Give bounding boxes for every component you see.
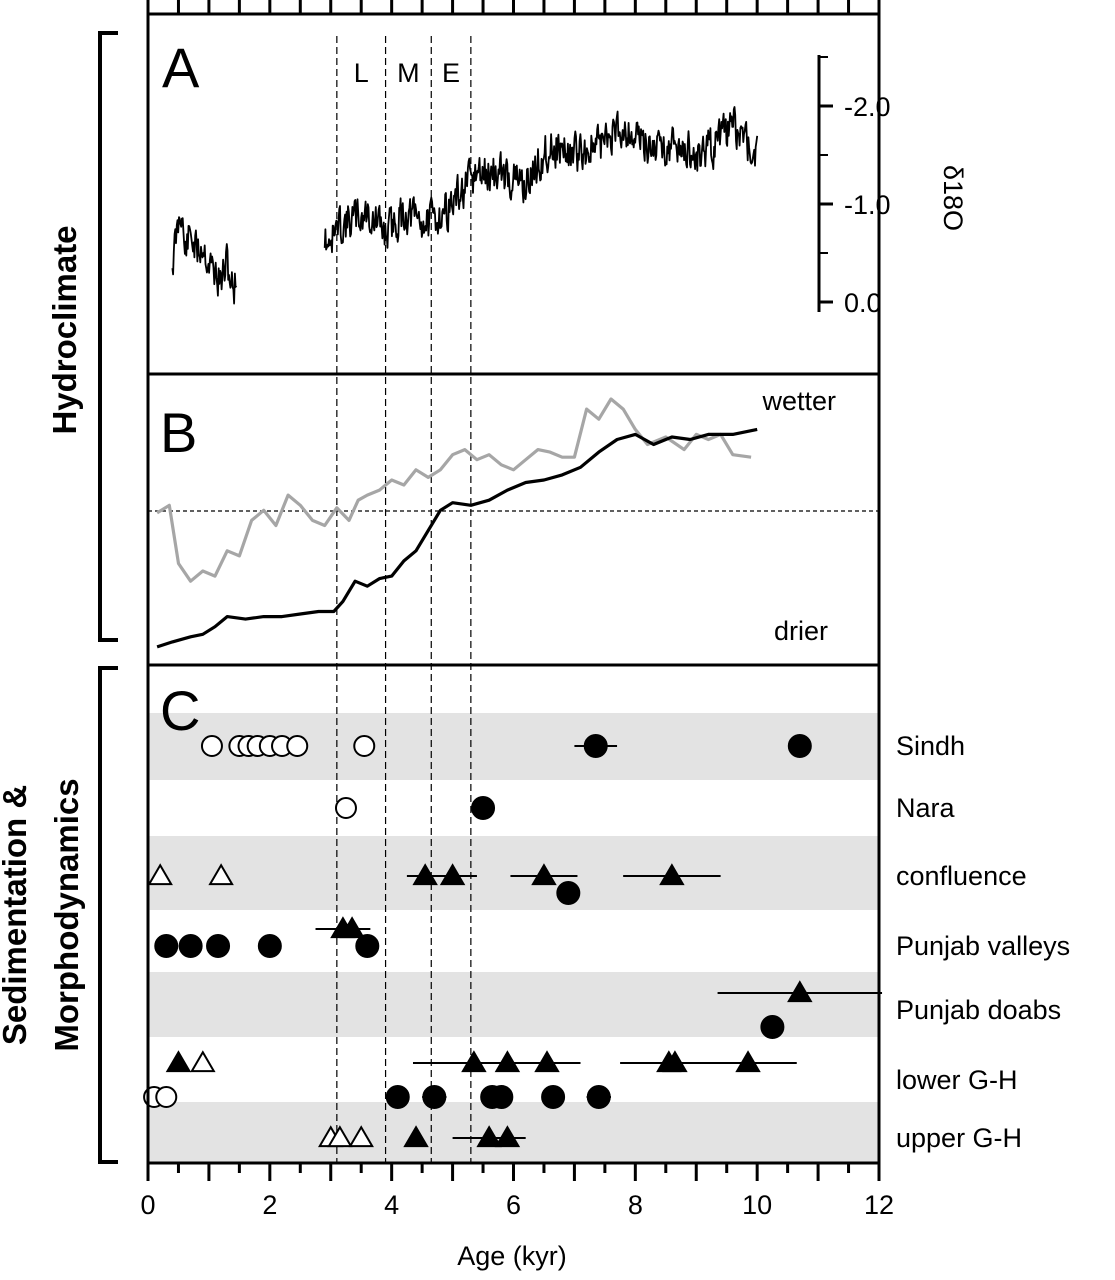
x-tick-label: 2 [262, 1190, 277, 1220]
sedimentation-label-line2: Morphodynamics [48, 778, 85, 1051]
filled-triangle-marker [735, 1050, 761, 1073]
x-tick-label: 8 [628, 1190, 643, 1220]
filled-circle-marker [787, 734, 812, 758]
filled-triangle-marker [787, 980, 813, 1003]
filled-triangle-marker [412, 863, 438, 886]
open-triangle-marker [147, 863, 173, 886]
open-circle-marker [155, 1086, 178, 1108]
delta-o18-tick-label: -1.0 [844, 190, 891, 220]
sedimentation-bracket [98, 666, 118, 1164]
phase-label: E [442, 58, 460, 88]
row-band [148, 1102, 879, 1163]
filled-circle-marker [206, 934, 231, 958]
open-circle-marker [200, 735, 223, 757]
filled-triangle-marker [534, 1050, 560, 1073]
filled-circle-marker [257, 934, 282, 958]
axes-layer [146, 0, 881, 1181]
data-layer [143, 106, 883, 1148]
hydroclimate-label: Hydroclimate [46, 225, 83, 434]
background-layer [148, 713, 879, 1163]
delta-o18-tick-label: 0.0 [844, 288, 882, 318]
filled-circle-marker [355, 934, 380, 958]
moisture-series-line [156, 427, 758, 649]
sedimentation-label-line1: Sedimentation & [0, 785, 33, 1045]
wetter-annotation: wetter [761, 386, 836, 416]
text-layer: A B C wetter drier Hydroclimate Sediment… [0, 36, 1070, 1271]
filled-triangle-marker [165, 1050, 192, 1073]
x-tick-label: 12 [864, 1190, 894, 1220]
filled-triangle-marker [659, 863, 685, 886]
filled-circle-marker [178, 934, 203, 958]
row-label: Punjab doabs [896, 995, 1061, 1025]
x-tick-label: 6 [506, 1190, 521, 1220]
row-label: Sindh [896, 731, 965, 761]
hydroclimate-bracket [98, 31, 118, 642]
filled-circle-marker [154, 934, 179, 958]
filled-circle-marker [760, 1015, 785, 1039]
panel-c-letter: C [160, 679, 200, 742]
filled-triangle-marker [461, 1050, 487, 1073]
delta-o18-series-line [171, 216, 238, 305]
delta-o18-axis-title: δ18O [938, 165, 968, 231]
x-axis-title: Age (kyr) [457, 1241, 567, 1271]
open-circle-marker [334, 797, 357, 819]
filled-circle-marker [471, 796, 496, 820]
filled-triangle-marker [439, 863, 466, 886]
filled-triangle-marker [339, 916, 365, 939]
x-tick-label: 0 [140, 1190, 155, 1220]
filled-circle-marker [385, 1085, 410, 1109]
row-label: Punjab valleys [896, 931, 1070, 961]
row-label: lower G-H [896, 1065, 1018, 1095]
filled-circle-marker [556, 881, 581, 905]
row-label: confluence [896, 861, 1027, 891]
open-triangle-marker [348, 1125, 374, 1148]
open-triangle-marker [327, 1125, 353, 1148]
open-circle-marker [353, 735, 376, 757]
delta-o18-series-line [323, 106, 759, 254]
row-band [148, 836, 879, 910]
open-triangle-marker [208, 863, 234, 886]
open-circle-marker [286, 735, 309, 757]
phase-label: L [354, 58, 369, 88]
phase-label: M [397, 58, 420, 88]
filled-triangle-marker [476, 1125, 502, 1148]
filled-circle-marker [583, 734, 608, 758]
row-label: Nara [896, 793, 956, 823]
moisture-series-line [156, 397, 752, 583]
filled-circle-marker [489, 1085, 514, 1109]
filled-circle-marker [422, 1085, 447, 1109]
x-tick-label: 10 [742, 1190, 772, 1220]
filled-triangle-marker [531, 863, 557, 886]
open-triangle-marker [190, 1050, 216, 1073]
x-tick-label: 4 [384, 1190, 399, 1220]
row-band [148, 972, 879, 1037]
row-label: upper G-H [896, 1123, 1022, 1153]
panel-a-letter: A [162, 36, 200, 99]
filled-triangle-marker [494, 1050, 521, 1073]
filled-triangle-marker [403, 1125, 429, 1148]
filled-triangle-marker [494, 1125, 521, 1148]
delta-o18-tick-label: -2.0 [844, 92, 891, 122]
panel-b-letter: B [160, 401, 197, 464]
filled-circle-marker [586, 1085, 611, 1109]
drier-annotation: drier [774, 616, 828, 646]
filled-triangle-marker [662, 1050, 688, 1073]
filled-circle-marker [541, 1085, 566, 1109]
